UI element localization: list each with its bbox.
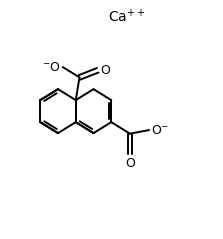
Text: Ca$^{++}$: Ca$^{++}$ — [108, 8, 146, 25]
Text: $^{-}$O: $^{-}$O — [41, 60, 60, 74]
Text: O: O — [125, 157, 135, 170]
Text: O$^{-}$: O$^{-}$ — [151, 124, 170, 136]
Text: O: O — [100, 64, 110, 77]
